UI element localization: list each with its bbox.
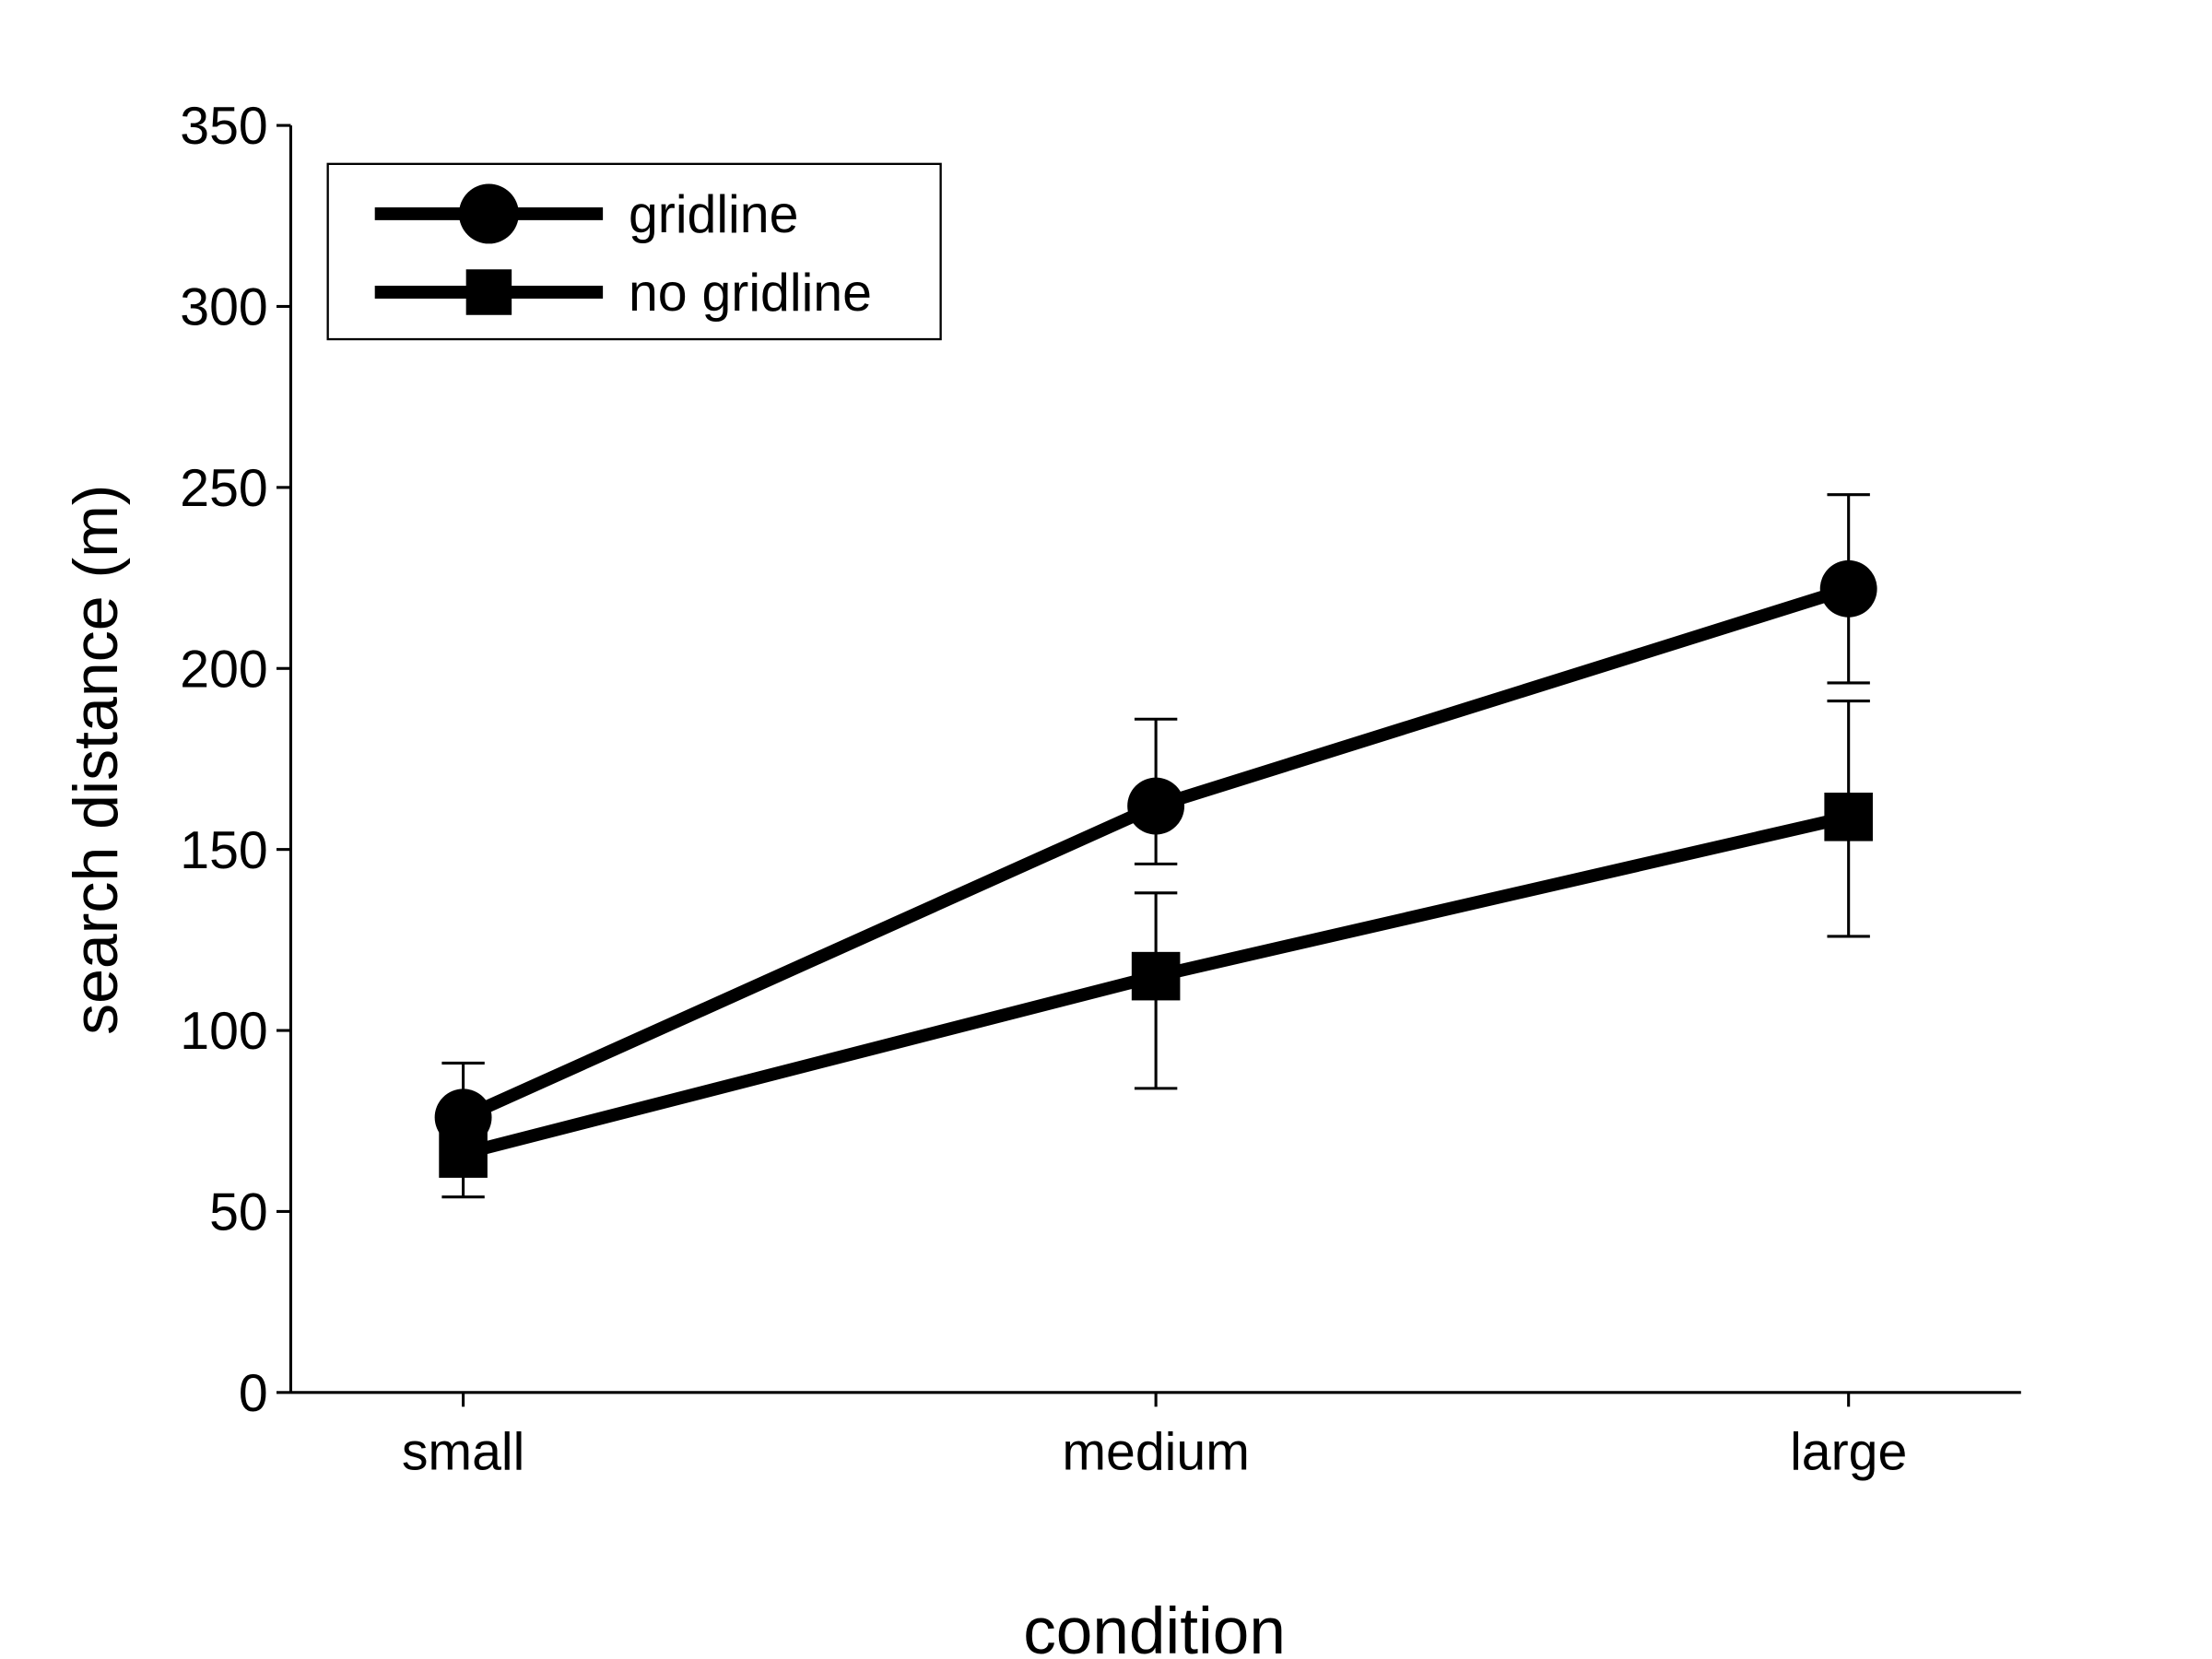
y-tick-label: 300 [180, 278, 267, 337]
legend-label: gridline [629, 185, 798, 244]
square-marker [1131, 951, 1181, 1001]
y-tick-label: 100 [180, 1002, 267, 1061]
legend-label: no gridline [629, 264, 872, 323]
y-tick-label: 200 [180, 640, 267, 699]
y-tick-label: 350 [180, 97, 267, 156]
y-axis-label: search distance (m) [61, 485, 131, 1035]
square-marker [439, 1129, 488, 1178]
chart-marks [434, 493, 1877, 1199]
x-tick-label: large [1790, 1422, 1907, 1481]
legend: gridline no gridline [326, 162, 942, 341]
x-tick-label: small [402, 1422, 524, 1481]
y-tick-label: 250 [180, 459, 267, 518]
series-no-gridline [439, 700, 1873, 1199]
y-tick-label: 50 [209, 1183, 268, 1242]
axes: 0 50 100 150 200 250 300 350 small medium large [180, 97, 2021, 1481]
square-marker [465, 269, 512, 315]
y-tick-label: 150 [180, 821, 267, 880]
circle-marker [1127, 777, 1185, 835]
x-axis-label: condition [1023, 1595, 1286, 1659]
square-marker [1824, 793, 1873, 841]
y-tick-label: 0 [239, 1364, 268, 1423]
circle-marker [1819, 559, 1877, 618]
legend-box [326, 162, 942, 341]
x-tick-label: medium [1062, 1422, 1249, 1481]
circle-marker [458, 183, 519, 244]
